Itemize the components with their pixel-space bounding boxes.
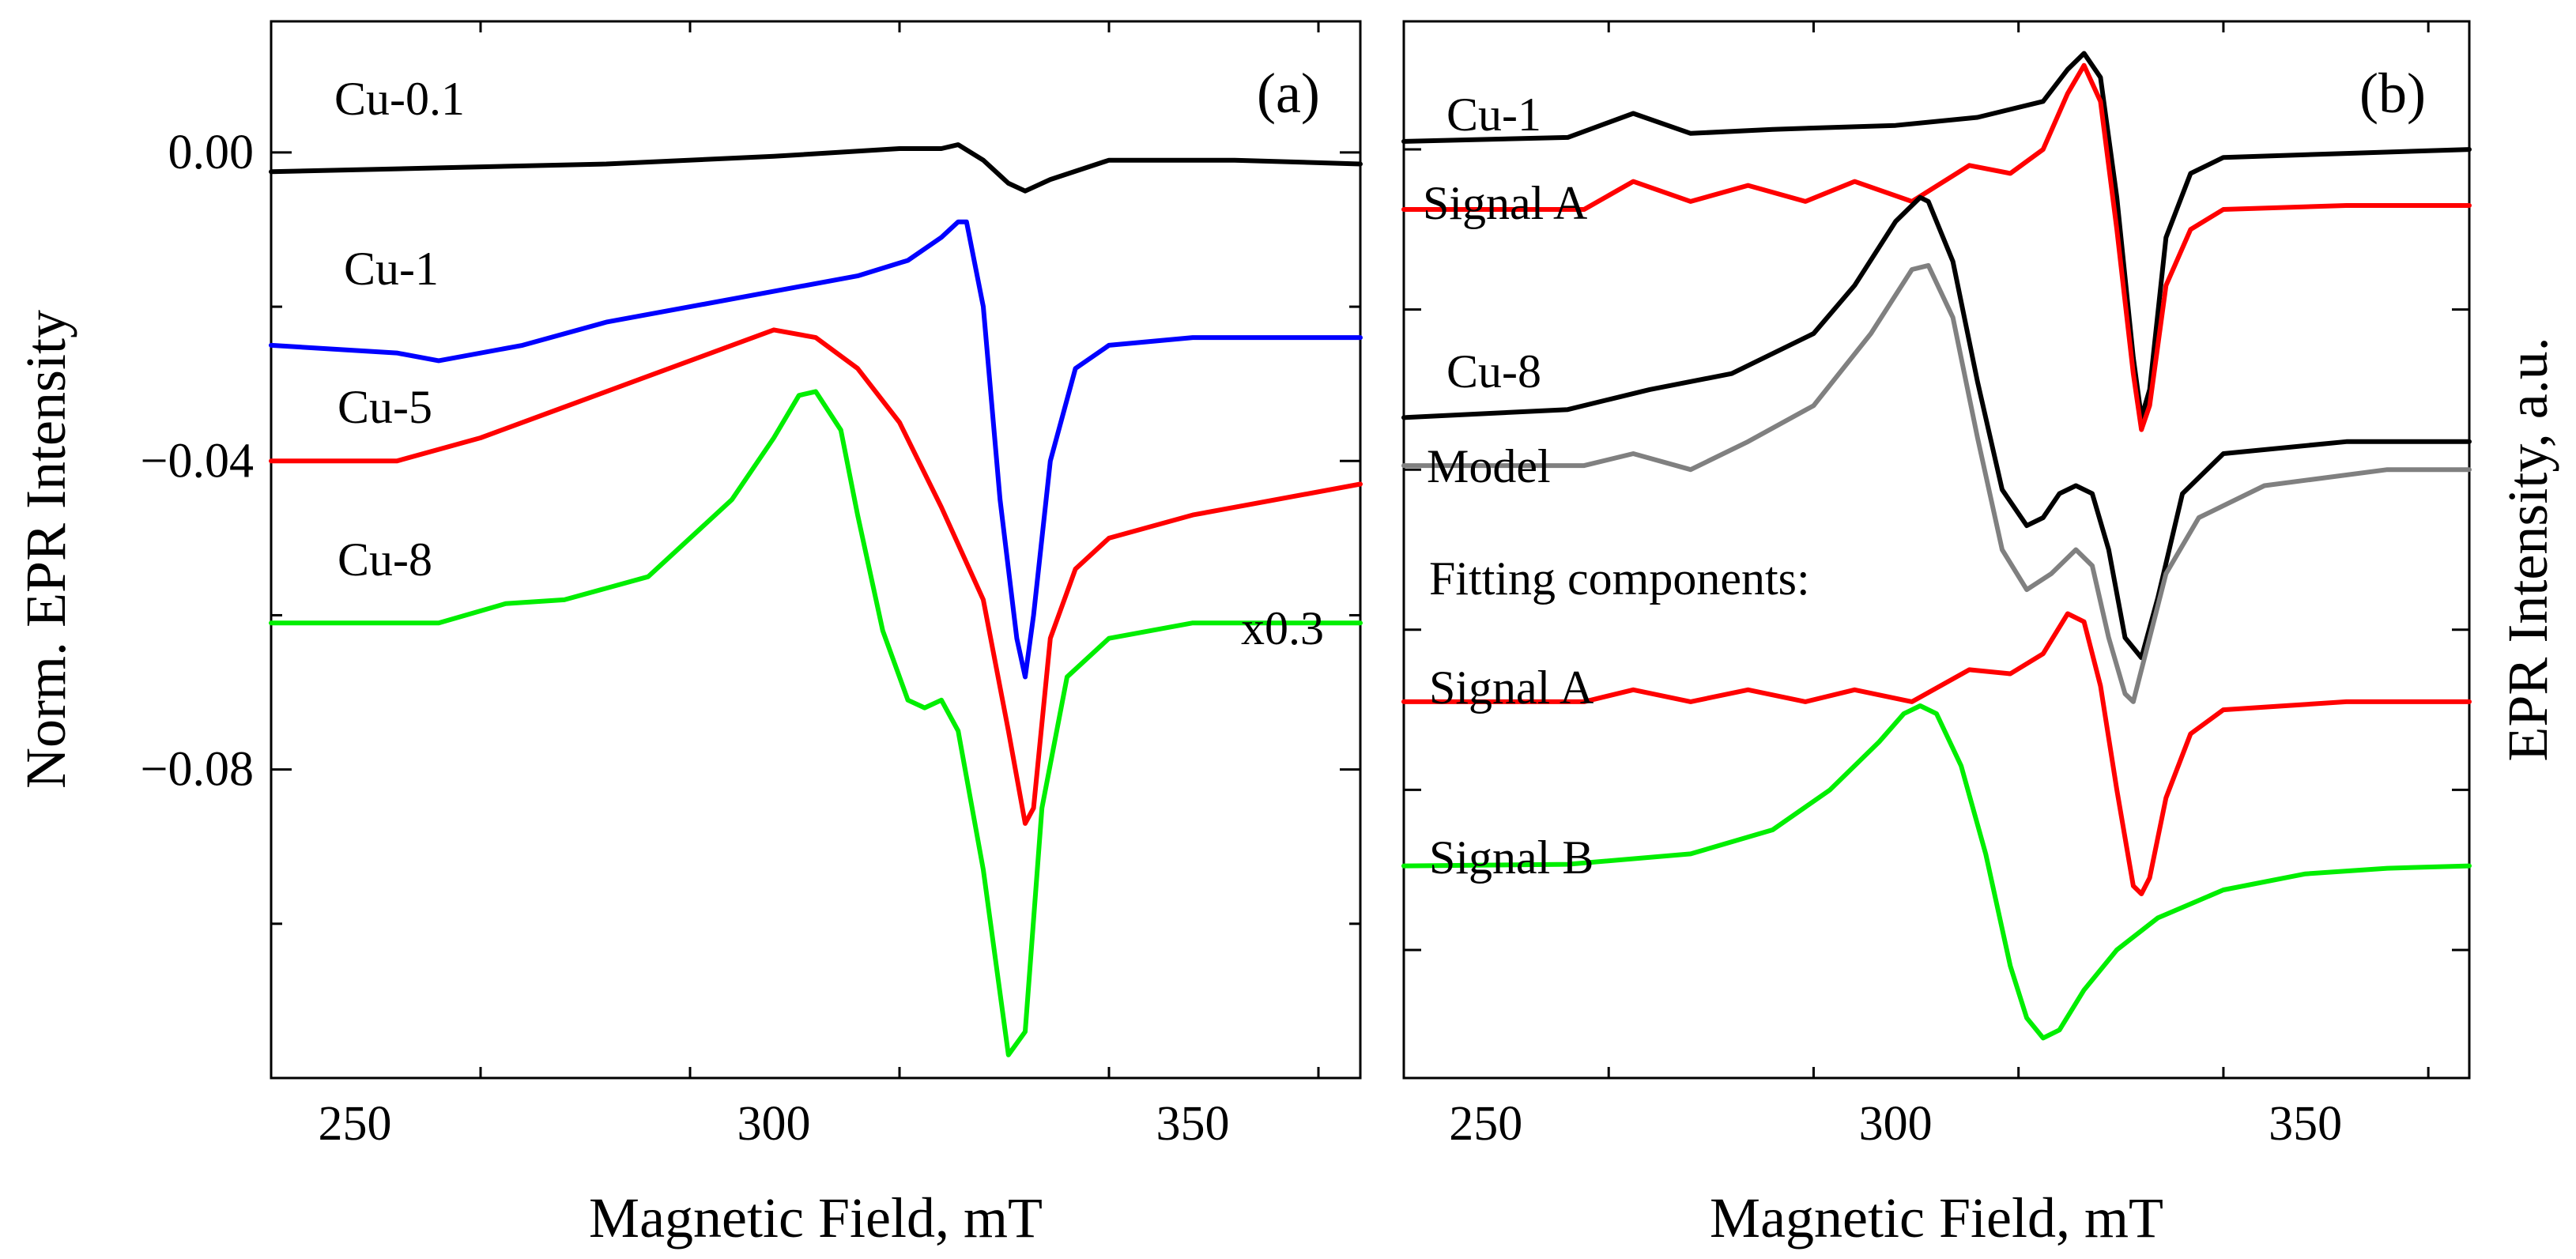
panel-b-series (1401, 51, 2472, 1041)
panel-a-label: (a) (1257, 62, 1320, 125)
curve-label-b-cu-1: Cu-1 (1446, 89, 1541, 141)
series-line-cu-8 (269, 389, 1363, 1057)
panel-b-label: (b) (2359, 62, 2426, 125)
panel-b-annotation-fitting-components: Fitting components: (1429, 552, 1810, 605)
y-tick-label: 0.00 (168, 126, 255, 179)
panel-b: 250 300 350 (b) Fitting components: Cu-1 S… (1401, 20, 2559, 1250)
panel-a-x-tick-labels: 250 300 350 (319, 1097, 1230, 1151)
series-line-signal-a-cu-1-fit (1401, 62, 2472, 432)
x-tick-label: 350 (1156, 1097, 1230, 1151)
x-tick-label: 250 (319, 1097, 392, 1151)
panel-b-plot-frame (1402, 20, 2471, 1080)
x-tick-label: 250 (1449, 1097, 1522, 1151)
series-line-cu-1 (1401, 51, 2472, 420)
panel-b-x-axis-title: Magnetic Field, mT (1710, 1186, 2163, 1250)
panel-a: 250 300 350 0.00 −0.04 −0.08 (a) x0.3 Cu-0.1… (14, 20, 1363, 1250)
series-line-cu-1 (269, 219, 1363, 680)
curve-label-cu-8: Cu-8 (338, 533, 432, 586)
x-tick-label: 350 (2269, 1097, 2342, 1151)
curve-label-b-cu-8: Cu-8 (1446, 345, 1541, 398)
y-tick-label: −0.08 (141, 743, 254, 797)
panel-a-series (269, 142, 1363, 1057)
panel-a-plot-frame (270, 20, 1362, 1080)
series-line-signal-b (1401, 703, 2472, 1041)
series-line-cu-5 (269, 327, 1363, 826)
series-line-cu-0-1 (269, 142, 1363, 194)
panel-a-y-axis-title: Norm. EPR Intensity (14, 310, 77, 789)
series-line-model (1401, 262, 2472, 704)
curve-label-cu-0-1: Cu-0.1 (334, 73, 465, 125)
panel-a-x-axis-title: Magnetic Field, mT (589, 1186, 1043, 1250)
panel-a-axis-ticks (270, 21, 1360, 1080)
curve-label-b-signal-a: Signal A (1429, 662, 1593, 714)
panel-b-x-tick-labels: 250 300 350 (1449, 1097, 2342, 1151)
panel-a-y-tick-labels: 0.00 −0.04 −0.08 (141, 126, 254, 797)
x-tick-label: 300 (1859, 1097, 1933, 1151)
panel-a-annotation-scale: x0.3 (1241, 602, 1324, 654)
y-tick-label: −0.04 (141, 434, 254, 488)
curve-label-cu-5: Cu-5 (338, 381, 432, 433)
curve-label-b-signal-a-top: Signal A (1423, 177, 1587, 229)
panel-b-y-axis-title: EPR Intensity, a.u. (2496, 337, 2559, 761)
curve-label-b-model: Model (1427, 440, 1551, 492)
curve-label-cu-1: Cu-1 (344, 243, 439, 295)
curve-label-b-signal-b: Signal B (1429, 831, 1593, 884)
x-tick-label: 300 (737, 1097, 811, 1151)
series-line-signal-a (1401, 611, 2472, 896)
